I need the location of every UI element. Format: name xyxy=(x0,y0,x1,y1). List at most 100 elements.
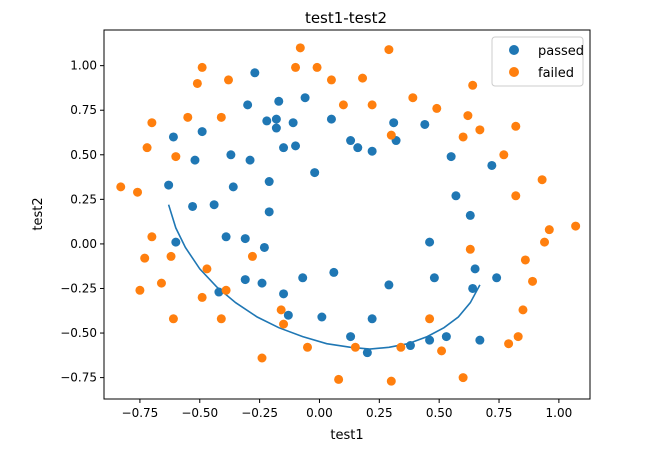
point-passed xyxy=(475,335,485,345)
legend-label-failed: failed xyxy=(538,66,574,81)
point-passed xyxy=(226,150,236,160)
point-passed xyxy=(259,242,269,252)
point-passed xyxy=(291,141,301,151)
x-tick-label: 0.75 xyxy=(486,406,513,420)
point-failed xyxy=(183,112,193,122)
x-tick-label: 0.50 xyxy=(426,406,453,420)
point-passed xyxy=(190,155,200,165)
point-passed xyxy=(271,123,281,133)
point-passed xyxy=(197,127,207,137)
y-tick-label: 0.00 xyxy=(70,237,97,251)
point-passed xyxy=(346,136,356,146)
x-tick-label: −0.50 xyxy=(181,406,218,420)
point-passed xyxy=(362,348,372,358)
point-passed xyxy=(353,143,363,153)
point-failed xyxy=(463,111,473,121)
point-passed xyxy=(317,312,327,322)
point-failed xyxy=(386,130,396,140)
point-failed xyxy=(468,80,478,90)
point-failed xyxy=(504,339,514,349)
point-failed xyxy=(140,253,150,263)
point-passed xyxy=(451,191,461,201)
point-failed xyxy=(116,182,126,192)
point-failed xyxy=(571,221,581,231)
point-failed xyxy=(247,251,257,261)
point-passed xyxy=(367,314,377,324)
point-failed xyxy=(437,346,447,356)
point-passed xyxy=(487,160,497,170)
point-failed xyxy=(223,75,233,85)
point-failed xyxy=(142,143,152,153)
point-passed xyxy=(346,332,356,342)
point-passed xyxy=(470,264,480,274)
point-passed xyxy=(240,234,250,244)
point-failed xyxy=(465,244,475,254)
point-failed xyxy=(513,332,523,342)
point-passed xyxy=(492,273,502,283)
y-tick-label: −0.50 xyxy=(60,326,97,340)
point-failed xyxy=(197,292,207,302)
point-failed xyxy=(302,342,312,352)
point-failed xyxy=(458,132,468,142)
point-passed xyxy=(279,289,289,299)
point-passed xyxy=(429,273,439,283)
point-failed xyxy=(279,319,289,329)
point-failed xyxy=(432,103,442,113)
decision-boundary-layer xyxy=(167,204,481,350)
point-passed xyxy=(446,152,456,162)
y-tick-label: 1.00 xyxy=(70,59,97,73)
y-tick-label: 0.25 xyxy=(70,192,97,206)
point-failed xyxy=(147,232,157,242)
point-passed xyxy=(298,273,308,283)
point-failed xyxy=(334,374,344,384)
point-failed xyxy=(425,314,435,324)
x-tick-label: 1.00 xyxy=(546,406,573,420)
x-tick-label: 0.25 xyxy=(366,406,393,420)
point-passed xyxy=(271,114,281,124)
point-passed xyxy=(326,114,336,124)
point-passed xyxy=(425,335,435,345)
point-passed xyxy=(228,182,238,192)
point-passed xyxy=(329,267,339,277)
point-failed xyxy=(326,75,336,85)
point-passed xyxy=(465,210,475,220)
point-failed xyxy=(511,121,521,131)
plot-frame xyxy=(103,29,591,400)
point-failed xyxy=(499,150,509,160)
point-failed xyxy=(358,73,368,83)
data-points-layer xyxy=(116,43,581,386)
point-passed xyxy=(264,207,274,217)
point-passed xyxy=(283,310,293,320)
point-failed xyxy=(135,285,145,295)
y-axis-ticks: −0.75 −0.50 −0.25 0.00 0.25 0.50 0.75 1.00 xyxy=(60,59,104,385)
point-failed xyxy=(408,93,418,103)
point-failed xyxy=(384,45,394,55)
point-passed xyxy=(257,278,267,288)
point-passed xyxy=(262,116,272,126)
point-failed xyxy=(528,276,538,286)
point-failed xyxy=(458,373,468,383)
point-passed xyxy=(441,332,451,342)
point-passed xyxy=(367,146,377,156)
y-tick-label: 0.50 xyxy=(70,148,97,162)
point-failed xyxy=(475,125,485,135)
point-passed xyxy=(243,100,253,110)
point-failed xyxy=(291,62,301,72)
x-axis-ticks: −0.75 −0.50 −0.25 0.00 0.25 0.50 0.75 1.00 xyxy=(122,399,573,420)
point-failed xyxy=(350,342,360,352)
point-passed xyxy=(221,232,231,242)
point-failed xyxy=(520,255,530,265)
point-failed xyxy=(216,314,226,324)
point-failed xyxy=(312,62,322,72)
point-failed xyxy=(295,43,305,53)
point-failed xyxy=(197,62,207,72)
point-failed xyxy=(216,112,226,122)
point-passed xyxy=(300,93,310,103)
point-passed xyxy=(164,180,174,190)
point-failed xyxy=(166,251,176,261)
point-failed xyxy=(511,191,521,201)
y-axis-label: test2 xyxy=(31,197,46,230)
point-passed xyxy=(420,119,430,129)
point-failed xyxy=(544,225,554,235)
point-passed xyxy=(425,237,435,247)
